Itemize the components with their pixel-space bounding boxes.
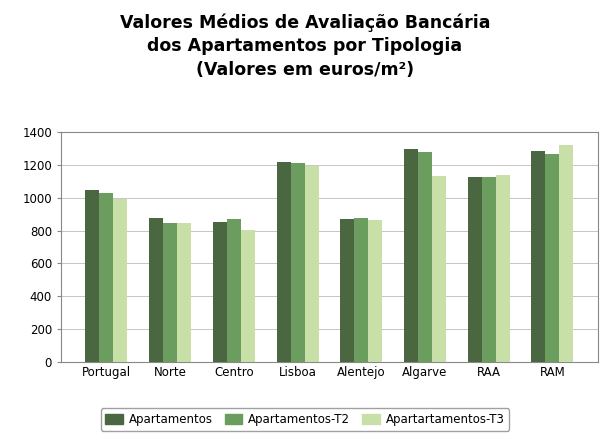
Bar	[496, 175, 510, 362]
Bar	[113, 198, 127, 362]
Bar	[85, 190, 99, 362]
Bar	[149, 218, 163, 362]
Bar	[468, 176, 482, 362]
Bar	[227, 219, 241, 362]
Bar	[276, 162, 290, 362]
Bar	[368, 220, 382, 362]
Bar	[418, 152, 432, 362]
Bar	[304, 166, 318, 362]
Bar	[545, 154, 559, 362]
Bar	[213, 221, 227, 362]
Bar	[559, 145, 573, 362]
Bar	[290, 163, 304, 362]
Bar	[354, 218, 368, 362]
Bar	[241, 230, 255, 362]
Bar	[482, 176, 496, 362]
Bar	[531, 151, 545, 362]
Bar	[432, 176, 446, 362]
Bar	[99, 193, 113, 362]
Text: Valores Médios de Avaliação Bancária
dos Apartamentos por Tipologia
(Valores em : Valores Médios de Avaliação Bancária dos…	[120, 13, 490, 79]
Bar	[404, 149, 418, 362]
Bar	[340, 219, 354, 362]
Legend: Apartamentos, Apartamentos-T2, Apartartamentos-T3: Apartamentos, Apartamentos-T2, Apartarta…	[101, 408, 509, 431]
Bar	[177, 223, 191, 362]
Bar	[163, 223, 177, 362]
